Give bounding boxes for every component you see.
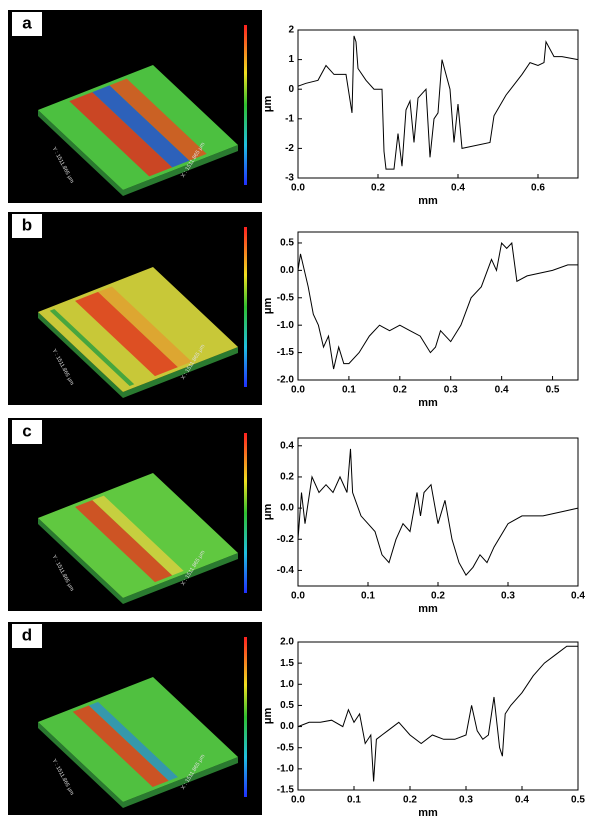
y-axis-label: μm	[262, 504, 274, 521]
y-tick-label: 0.5	[280, 238, 294, 249]
surface-side	[38, 312, 238, 398]
plot-frame	[297, 231, 579, 381]
y-tick-label: 0.2	[280, 472, 294, 483]
x-axis-label: mm	[418, 397, 438, 409]
x-tick-label: 0.5	[546, 385, 560, 396]
color-scale	[244, 637, 247, 797]
surface-side	[38, 110, 238, 196]
surface-side	[38, 722, 238, 808]
surface-stripe	[92, 495, 184, 576]
panel-label-box	[12, 214, 42, 238]
x-tick-label: 0.1	[347, 795, 361, 806]
x-tick-label: 0.3	[459, 795, 473, 806]
y-tick-label: -0.4	[277, 565, 295, 576]
x-tick-label: 0.0	[291, 385, 305, 396]
y-tick-label: 0.0	[280, 503, 294, 514]
y-tick-label: -1.5	[277, 785, 295, 796]
y-tick-label: -1.5	[277, 347, 295, 358]
surface-stripe	[98, 286, 192, 368]
y-tick-label: 1.5	[280, 658, 294, 669]
y-tick-label: 0.4	[280, 440, 294, 451]
plot-frame	[297, 29, 579, 179]
y-tick-label: 1	[288, 54, 294, 65]
x-tick-label: 0.4	[571, 591, 585, 602]
surface-stripe	[69, 92, 173, 177]
y-tick-label: -0.5	[277, 742, 295, 753]
y-tick-label: 2	[288, 25, 294, 36]
y-tick-label: 2.0	[280, 637, 294, 648]
panel-label: d	[22, 625, 32, 644]
x-axis-label: mm	[418, 195, 438, 207]
color-scale	[244, 25, 247, 185]
x-tick-label: 0.1	[361, 591, 375, 602]
surface-stripe	[49, 309, 135, 386]
panel-label-box	[12, 624, 42, 648]
x-tick-label: 0.0	[291, 591, 305, 602]
surface-stripe	[88, 701, 178, 781]
panel-label: c	[22, 421, 31, 440]
y-tick-label: -2.0	[277, 375, 295, 386]
surface-stripe	[75, 500, 173, 583]
x-tick-label: 0.4	[451, 183, 465, 194]
y-tick-label: -0.2	[277, 534, 295, 545]
profile-line	[297, 35, 579, 170]
y-axis-label: μm	[262, 298, 274, 315]
profile-line	[297, 448, 579, 576]
color-scale	[244, 227, 247, 387]
y-tick-label: 0	[288, 84, 294, 95]
x-tick-label: 0.1	[342, 385, 356, 396]
y-tick-label: 0.0	[280, 721, 294, 732]
y-tick-label: 0.0	[280, 265, 294, 276]
x-tick-label: 0.6	[531, 183, 545, 194]
x-tick-label: 0.5	[571, 795, 585, 806]
surface-stripe	[109, 78, 207, 161]
y-tick-label: -0.5	[277, 292, 295, 303]
y-tick-label: -1	[285, 113, 294, 124]
x-tick-label: 0.0	[291, 183, 305, 194]
y-axis-label: μm	[262, 708, 274, 725]
panel-label-box	[12, 420, 42, 444]
y-tick-label: -3	[285, 173, 294, 184]
panel-label: b	[22, 215, 32, 234]
x-tick-label: 0.2	[393, 385, 407, 396]
surface-stripe	[75, 291, 178, 377]
plot-frame	[297, 641, 579, 791]
plot-frame	[297, 437, 579, 587]
profile-line	[297, 241, 578, 370]
x-axis-label: mm	[418, 603, 438, 615]
profile-line	[297, 645, 578, 782]
color-scale	[244, 433, 247, 593]
x-tick-label: 0.0	[291, 795, 305, 806]
y-axis-label: μm	[262, 96, 274, 113]
x-tick-label: 0.4	[495, 385, 509, 396]
y-tick-label: -1.0	[277, 763, 295, 774]
surface-stripe	[92, 85, 190, 168]
x-tick-label: 0.4	[515, 795, 529, 806]
panel-label: a	[22, 13, 32, 32]
y-tick-label: 1.0	[280, 679, 294, 690]
surface-stripe	[72, 705, 169, 787]
y-tick-label: -2	[285, 143, 294, 154]
x-axis-label: mm	[418, 807, 438, 819]
x-tick-label: 0.2	[431, 591, 445, 602]
x-tick-label: 0.2	[403, 795, 417, 806]
y-tick-label: 0.5	[280, 700, 294, 711]
x-tick-label: 0.2	[371, 183, 385, 194]
x-tick-label: 0.3	[444, 385, 458, 396]
x-tick-label: 0.3	[501, 591, 515, 602]
surface-side	[38, 518, 238, 604]
panel-label-box	[12, 12, 42, 36]
y-tick-label: -1.0	[277, 320, 295, 331]
